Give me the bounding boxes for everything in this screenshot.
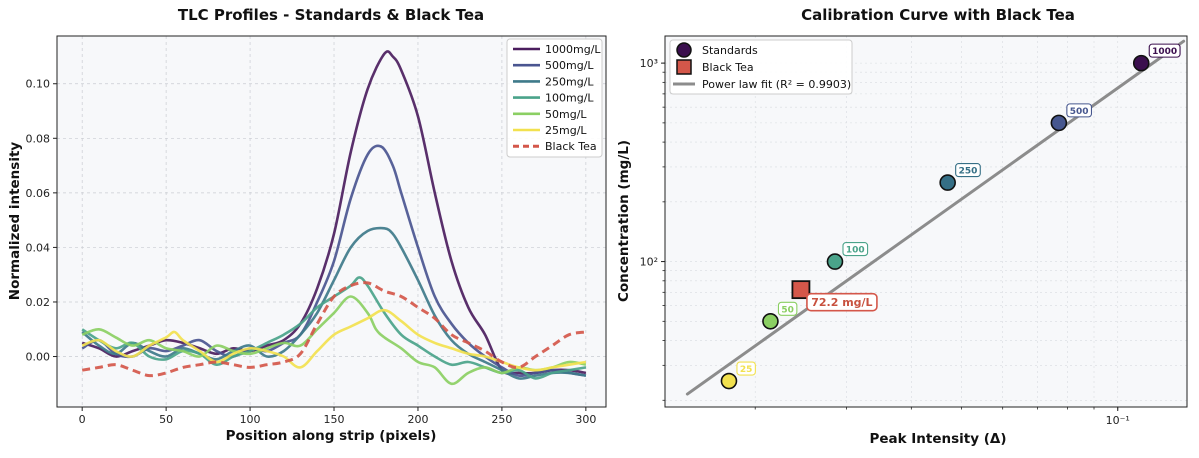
left-x-tick-label: 200 xyxy=(407,413,428,426)
series-line-250mg-l xyxy=(81,226,587,380)
right-fit-group xyxy=(685,39,1186,396)
left-x-axis-label: Position along strip (pixels) xyxy=(226,428,437,444)
left-y-tick-label: 0.00 xyxy=(26,351,51,364)
standard-annotation-box xyxy=(842,242,869,257)
legend-entry-label: 250mg/L xyxy=(545,75,594,88)
series-line-500mg-l xyxy=(81,144,587,378)
standard-annotation-box xyxy=(1148,43,1181,58)
legend-entry-label: 500mg/L xyxy=(545,59,594,72)
standard-point-100 xyxy=(826,253,844,270)
legend-entry-label: 50mg/L xyxy=(545,108,587,121)
left-x-tick-label: 150 xyxy=(324,413,345,426)
left-y-tick-label: 0.10 xyxy=(26,78,51,91)
right-legend-box xyxy=(669,39,853,95)
series-line-50mg-l xyxy=(81,295,587,386)
black-tea-annotation-label: 72.2 mg/L xyxy=(811,296,872,309)
standard-point-1000 xyxy=(1132,54,1150,72)
left-x-tick-label: 250 xyxy=(491,413,512,426)
right-x-axis-label: Peak Intensity (Δ) xyxy=(869,431,1006,447)
left-y-tick-label: 0.06 xyxy=(26,187,51,200)
legend-standards-label: Standards xyxy=(702,44,758,57)
series-line-black-tea xyxy=(81,281,587,378)
right-points-group: 1000 500 250 100 50 25 72.2 mg/L xyxy=(720,43,1181,390)
standard-point-25 xyxy=(720,372,738,390)
standard-point-50 xyxy=(762,313,779,330)
right-y-tick-label: 10² xyxy=(640,256,658,269)
standard-annotation-box xyxy=(955,163,981,178)
left-ticks: 0 50 100 150 200 250 300 0.00 0.02 0.04 0.06 0.08 0.… xyxy=(26,78,597,426)
standard-annotation-label: 100 xyxy=(846,246,865,256)
right-chart-title: Calibration Curve with Black Tea xyxy=(801,6,1075,24)
left-y-tick-label: 0.08 xyxy=(26,132,51,145)
standard-annotation-label: 50 xyxy=(781,305,794,315)
standard-point-500 xyxy=(1050,114,1068,132)
standard-annotation-label: 250 xyxy=(959,167,978,177)
left-y-tick-label: 0.02 xyxy=(26,296,51,309)
standard-annotation-box xyxy=(777,301,798,316)
left-series-group xyxy=(81,50,587,386)
right-chart: Calibration Curve with Black Tea 1000 500… xyxy=(616,6,1188,447)
left-legend: 1000mg/L 500mg/L 250mg/L 100mg/L 50mg/L 25mg/… xyxy=(506,38,603,158)
left-x-tick-label: 300 xyxy=(575,413,596,426)
left-y-axis-label: Normalized intensity xyxy=(7,142,23,301)
left-x-tick-label: 0 xyxy=(79,413,86,426)
left-x-tick-label: 50 xyxy=(159,413,173,426)
legend-black-tea-marker xyxy=(676,59,692,75)
standard-annotation-label: 1000 xyxy=(1152,47,1177,57)
standard-annotation-box xyxy=(736,361,756,376)
standard-annotation-box xyxy=(1066,103,1093,118)
standard-annotation-label: 25 xyxy=(740,365,753,375)
left-legend-box xyxy=(506,38,603,158)
right-y-tick-label: 10³ xyxy=(640,57,658,70)
standard-annotation-label: 500 xyxy=(1070,107,1089,117)
legend-fit-label: Power law fit (R² = 0.9903) xyxy=(702,78,851,91)
legend-entry-label: 100mg/L xyxy=(545,92,594,105)
legend-standards-marker xyxy=(676,42,692,58)
black-tea-annotation-box xyxy=(806,292,878,312)
right-plot-area xyxy=(664,35,1188,408)
right-ticks: 10⁻¹ 10² 10³ xyxy=(640,57,1130,427)
left-y-tick-label: 0.04 xyxy=(26,241,51,254)
right-legend: Standards Black Tea Power law fit (R² = … xyxy=(669,39,853,95)
left-chart-title: TLC Profiles - Standards & Black Tea xyxy=(178,6,484,24)
right-y-axis-label: Concentration (mg/L) xyxy=(616,140,632,302)
standard-point-250 xyxy=(939,174,956,191)
black-tea-point xyxy=(791,280,811,300)
legend-entry-label: 1000mg/L xyxy=(545,43,601,56)
legend-entry-label: Black Tea xyxy=(545,140,597,153)
legend-entry-label: 25mg/L xyxy=(545,124,587,137)
left-chart: TLC Profiles - Standards & Black Tea 0 50… xyxy=(7,6,607,444)
left-x-tick-label: 100 xyxy=(240,413,261,426)
right-x-tick-label: 10⁻¹ xyxy=(1106,414,1130,427)
power-law-fit-line xyxy=(685,39,1186,396)
legend-black-tea-label: Black Tea xyxy=(702,61,754,74)
